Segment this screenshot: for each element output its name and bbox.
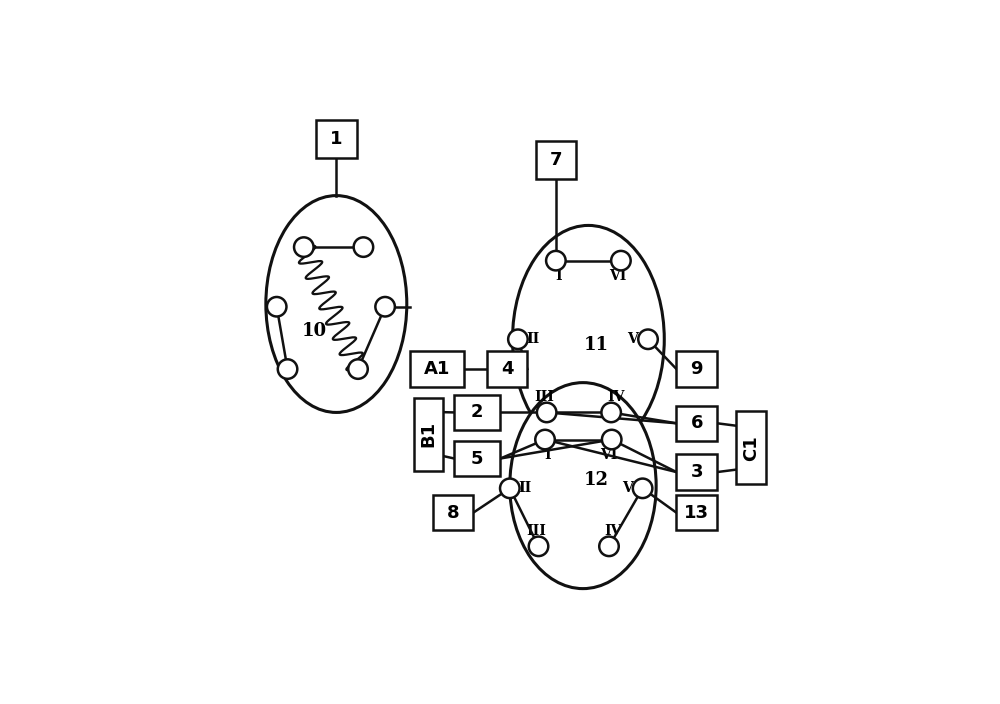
Text: I: I — [555, 269, 562, 283]
Text: 13: 13 — [684, 504, 709, 522]
Circle shape — [500, 479, 520, 498]
FancyBboxPatch shape — [676, 351, 717, 386]
Text: II: II — [526, 332, 540, 346]
Text: III: III — [534, 390, 554, 404]
FancyBboxPatch shape — [414, 398, 443, 471]
Ellipse shape — [266, 196, 407, 413]
FancyBboxPatch shape — [410, 351, 464, 386]
Circle shape — [354, 237, 373, 257]
FancyBboxPatch shape — [454, 441, 500, 476]
Text: II: II — [518, 482, 532, 496]
Text: V: V — [627, 332, 638, 346]
FancyBboxPatch shape — [676, 495, 717, 530]
Circle shape — [348, 359, 368, 379]
Text: IV: IV — [607, 390, 624, 404]
Text: 7: 7 — [550, 151, 562, 170]
Text: B1: B1 — [419, 421, 437, 447]
Circle shape — [638, 329, 658, 349]
Circle shape — [508, 329, 528, 349]
Text: C1: C1 — [742, 435, 760, 460]
Text: 10: 10 — [302, 322, 327, 340]
Circle shape — [537, 403, 556, 422]
Text: 6: 6 — [691, 414, 703, 432]
Text: 1: 1 — [330, 130, 343, 148]
Text: 11: 11 — [584, 336, 609, 353]
Text: 5: 5 — [471, 450, 484, 467]
Circle shape — [267, 297, 286, 317]
Text: A1: A1 — [423, 360, 450, 378]
Text: 8: 8 — [447, 504, 459, 522]
Circle shape — [602, 429, 621, 449]
Text: VI: VI — [600, 448, 618, 462]
Text: I: I — [544, 448, 551, 462]
FancyBboxPatch shape — [536, 142, 576, 180]
FancyBboxPatch shape — [454, 395, 500, 430]
Circle shape — [278, 359, 297, 379]
FancyBboxPatch shape — [433, 495, 473, 530]
Text: 3: 3 — [691, 463, 703, 481]
Text: 12: 12 — [584, 471, 609, 489]
FancyBboxPatch shape — [736, 411, 766, 484]
Text: V: V — [622, 482, 633, 496]
Text: IV: IV — [605, 524, 622, 538]
Circle shape — [546, 251, 566, 270]
Text: III: III — [526, 524, 546, 538]
Ellipse shape — [512, 225, 664, 453]
FancyBboxPatch shape — [676, 406, 717, 441]
Circle shape — [529, 536, 548, 556]
Text: 2: 2 — [471, 403, 484, 422]
Text: VI: VI — [610, 269, 627, 283]
Text: 9: 9 — [691, 360, 703, 378]
Circle shape — [535, 429, 555, 449]
FancyBboxPatch shape — [676, 455, 717, 490]
Circle shape — [599, 536, 619, 556]
Circle shape — [601, 403, 621, 422]
Circle shape — [633, 479, 652, 498]
FancyBboxPatch shape — [316, 120, 357, 158]
FancyBboxPatch shape — [487, 351, 527, 386]
Ellipse shape — [510, 383, 656, 589]
Circle shape — [294, 237, 314, 257]
Circle shape — [375, 297, 395, 317]
Circle shape — [611, 251, 631, 270]
Text: 4: 4 — [501, 360, 513, 378]
